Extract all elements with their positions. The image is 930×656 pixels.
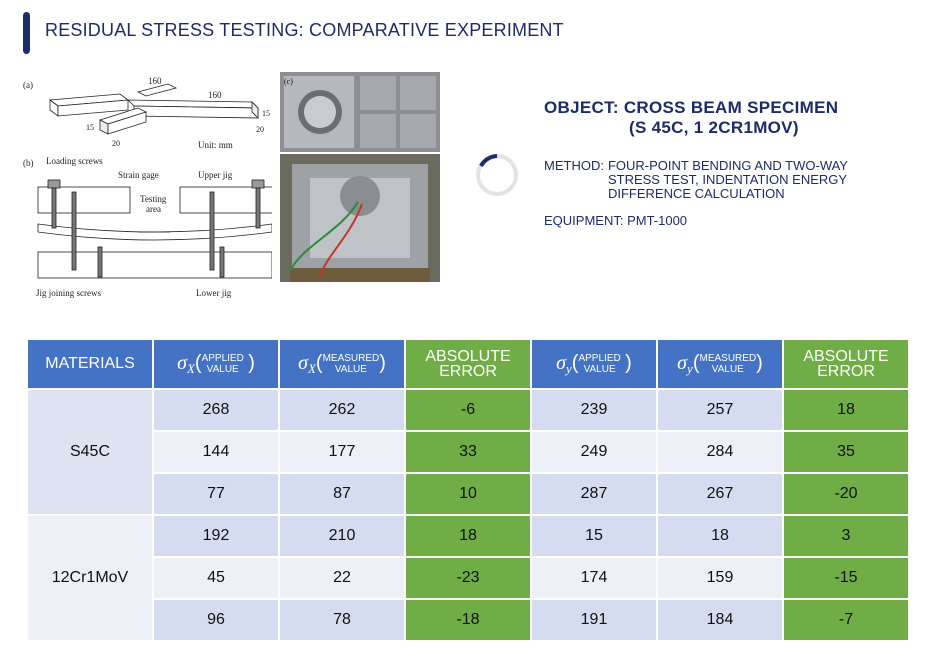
dim-15-left: 15	[86, 123, 94, 132]
cell: -15	[784, 558, 908, 598]
cell: 35	[784, 432, 908, 472]
cell: 18	[658, 516, 782, 556]
cell: -7	[784, 600, 908, 640]
material-s45c: S45C	[28, 390, 152, 514]
dim-20-left: 20	[112, 139, 120, 148]
cell: 174	[532, 558, 656, 598]
header-sigma-y-applied: σy(APPLIED VALUE )	[532, 340, 656, 388]
cell: -20	[784, 474, 908, 514]
upper-jig-label: Upper jig	[198, 170, 233, 180]
specimen-photos: (c)	[280, 72, 440, 282]
unit-label: Unit: mm	[198, 140, 233, 150]
results-table: MATERIALS σX(APPLIED VALUE ) σX(MEASURED V…	[26, 338, 910, 642]
loading-screws-label: Loading screws	[46, 156, 103, 166]
method-line2: STRESS TEST, INDENTATION ENERGY	[607, 172, 848, 187]
cell: 287	[532, 474, 656, 514]
cell: 177	[280, 432, 404, 472]
cell: 284	[658, 432, 782, 472]
method-label: METHOD:	[544, 158, 604, 173]
object-line1: OBJECT: CROSS BEAM SPECIMEN	[544, 98, 839, 117]
dim-160-right: 160	[208, 90, 222, 100]
table-row: 45 22 -23 174 159 -15	[28, 558, 908, 598]
cell: 192	[154, 516, 278, 556]
cell: 144	[154, 432, 278, 472]
table-row: S45C 268 262 -6 239 257 18	[28, 390, 908, 514]
loading-spinner-icon	[476, 154, 518, 196]
cell: -18	[406, 600, 530, 640]
cell: 15	[532, 516, 656, 556]
cell: 77	[154, 474, 278, 514]
cell: 3	[784, 516, 908, 556]
dim-20-right: 20	[256, 125, 264, 134]
cell: 10	[406, 474, 530, 514]
label-a: (a)	[23, 80, 33, 90]
table-row: 77 87 10 287 267 -20	[28, 474, 908, 514]
cell: 184	[658, 600, 782, 640]
cell: 18	[406, 516, 530, 556]
testing-area-label-2: area	[146, 204, 161, 214]
label-c: (c)	[284, 77, 293, 86]
method-line1: FOUR-POINT BENDING AND TWO-WAY	[607, 158, 848, 173]
cell: 249	[532, 432, 656, 472]
dim-15-right: 15	[262, 109, 270, 118]
title-accent-bar	[23, 12, 30, 54]
header-abs-error-y: ABSOLUTE ERROR	[784, 340, 908, 388]
material-12cr1mov: 12Cr1MoV	[28, 516, 152, 640]
cell: 87	[280, 474, 404, 514]
cell: -23	[406, 558, 530, 598]
testing-area-label-1: Testing	[140, 194, 167, 204]
cell: 262	[280, 390, 404, 430]
method-line3: DIFFERENCE CALCULATION	[607, 186, 785, 201]
cell: 159	[658, 558, 782, 598]
table-row: 96 78 -18 191 184 -7	[28, 600, 908, 640]
cell: 33	[406, 432, 530, 472]
jig-joining-label: Jig joining screws	[36, 288, 101, 298]
header-sigma-x-applied: σX(APPLIED VALUE )	[154, 340, 278, 388]
cell: 268	[154, 390, 278, 430]
cell: -6	[406, 390, 530, 430]
header-sigma-y-measured: σy(MEASURED VALUE)	[658, 340, 782, 388]
cell: 239	[532, 390, 656, 430]
cell: 78	[280, 600, 404, 640]
cell: 18	[784, 390, 908, 430]
cell: 267	[658, 474, 782, 514]
strain-gage-label: Strain gage	[118, 170, 159, 180]
object-line2: (S 45C, 1 2CR1MOV)	[629, 118, 799, 137]
header-abs-error-x: ABSOLUTE ERROR	[406, 340, 530, 388]
table-header-row: MATERIALS σX(APPLIED VALUE ) σX(MEASURED V…	[28, 340, 908, 388]
cell: 257	[658, 390, 782, 430]
cell: 96	[154, 600, 278, 640]
equipment: EQUIPMENT: PMT-1000	[544, 213, 688, 228]
cell: 191	[532, 600, 656, 640]
method: METHOD: FOUR-POINT BENDING AND TWO-WAY S…	[544, 159, 848, 201]
page-title: RESIDUAL STRESS TESTING: COMPARATIVE EXP…	[45, 20, 564, 40]
label-b: (b)	[23, 158, 34, 168]
cell: 210	[280, 516, 404, 556]
specimen-diagram: (a) 160 160 15 15 20 20 Unit: mm (b) Loa…	[23, 76, 272, 298]
cell: 45	[154, 558, 278, 598]
header-materials: MATERIALS	[28, 340, 152, 388]
dim-160-left: 160	[148, 76, 162, 86]
table-row: 12Cr1MoV 192 210 18 15 18 3	[28, 516, 908, 640]
experiment-info: OBJECT: CROSS BEAM SPECIMEN (S 45C, 1 2C…	[544, 98, 848, 228]
lower-jig-label: Lower jig	[196, 288, 232, 298]
cell: 22	[280, 558, 404, 598]
header-sigma-x-measured: σX(MEASURED VALUE)	[280, 340, 404, 388]
table-row: 144 177 33 249 284 35	[28, 432, 908, 472]
